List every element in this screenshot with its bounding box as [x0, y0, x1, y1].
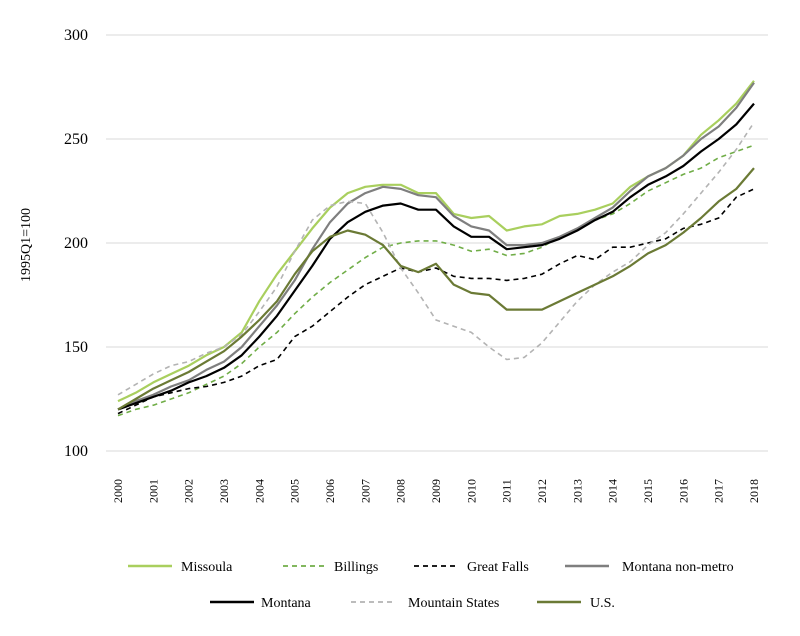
legend-label-montana-non-metro: Montana non-metro [622, 560, 734, 575]
series-montana [117, 102, 755, 411]
series-billings [117, 144, 755, 417]
x-tick-label: 2018 [747, 479, 761, 503]
y-axis-label: 1995Q1=100 [19, 208, 34, 282]
y-tick-labels: 100 150 200 250 300 [64, 27, 88, 460]
legend-label-u-s: U.S. [590, 596, 615, 611]
x-tick-label: 2003 [217, 479, 231, 503]
x-tick-label: 2017 [712, 479, 726, 503]
legend-label-billings: Billings [334, 560, 378, 575]
x-tick-label: 2007 [358, 479, 372, 503]
x-tick-label: 2012 [535, 479, 549, 503]
legend: Missoula Billings Great Falls Montana non-m… [128, 560, 734, 611]
y-tick-label: 300 [64, 27, 88, 44]
x-tick-label: 2016 [676, 479, 690, 503]
x-tick-label: 2011 [500, 479, 514, 503]
legend-label-mountain-states: Mountain States [408, 596, 499, 611]
x-tick-label: 2005 [288, 479, 302, 503]
series-montana-non-metro [117, 82, 755, 411]
y-tick-label: 250 [64, 131, 88, 148]
legend-label-great-falls: Great Falls [467, 560, 529, 575]
x-tick-label: 2008 [394, 479, 408, 503]
x-tick-label: 2004 [252, 479, 266, 503]
y-tick-label: 150 [64, 339, 88, 356]
x-tick-labels: 2000 2001 2002 2003 2004 2005 2006 2007 2008 2009… [111, 479, 761, 503]
y-tick-label: 100 [64, 443, 88, 460]
series-lines [117, 80, 755, 417]
legend-label-missoula: Missoula [181, 560, 233, 575]
legend-label-montana: Montana [261, 596, 312, 611]
y-tick-label: 200 [64, 235, 88, 252]
x-tick-label: 2006 [323, 479, 337, 503]
series-mountain-states [117, 121, 755, 396]
x-tick-label: 2014 [606, 479, 620, 503]
x-tick-label: 2000 [111, 479, 125, 503]
series-u-s [117, 167, 755, 411]
x-tick-label: 2001 [146, 479, 160, 503]
x-tick-label: 2002 [182, 479, 196, 503]
gridlines [106, 34, 768, 452]
x-tick-label: 2009 [429, 479, 443, 503]
x-tick-label: 2015 [641, 479, 655, 503]
x-tick-label: 2013 [570, 479, 584, 503]
x-tick-label: 2010 [464, 479, 478, 503]
series-great-falls [117, 188, 755, 415]
